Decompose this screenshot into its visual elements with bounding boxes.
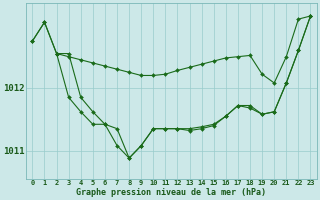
X-axis label: Graphe pression niveau de la mer (hPa): Graphe pression niveau de la mer (hPa) bbox=[76, 188, 267, 197]
